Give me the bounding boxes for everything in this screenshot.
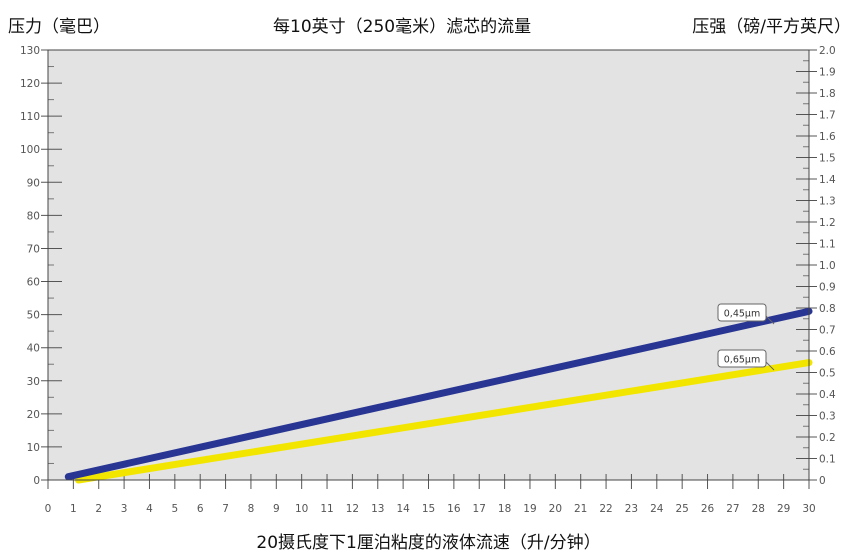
- x-tick-label: 8: [248, 503, 255, 515]
- x-tick-label: 6: [197, 503, 204, 515]
- plot-area: [48, 50, 809, 480]
- y-tick-label: 130: [20, 45, 40, 57]
- x-axis-label: 20摄氏度下1厘泊粘度的液体流速（升/分钟）: [256, 533, 601, 553]
- y-tick-label: 20: [27, 409, 40, 421]
- y2-tick-label: 1.1: [819, 239, 836, 251]
- y2-tick-label: 1.5: [819, 153, 836, 165]
- y-tick-label: 100: [20, 144, 40, 156]
- x-tick-label: 3: [121, 503, 128, 515]
- x-tick-label: 26: [701, 503, 715, 515]
- x-tick-label: 0: [45, 503, 52, 515]
- y2-tick-label: 1.0: [819, 260, 836, 272]
- left-axis-title: 压力（毫巴）: [8, 17, 110, 37]
- y2-tick-label: 0.6: [819, 346, 836, 358]
- x-tick-label: 13: [371, 503, 384, 515]
- y-tick-label: 120: [20, 78, 40, 90]
- y2-tick-label: 1.3: [819, 196, 836, 208]
- svg-text:0,45μm: 0,45μm: [724, 309, 760, 320]
- y2-tick-label: 1.4: [819, 174, 836, 186]
- y2-tick-label: 0.1: [819, 454, 836, 466]
- y2-tick-label: 1.8: [819, 88, 836, 100]
- y-tick-label: 80: [27, 210, 40, 222]
- y2-tick-label: 0.9: [819, 282, 836, 294]
- y-tick-label: 70: [27, 243, 40, 255]
- y2-tick-label: 0.4: [819, 389, 836, 401]
- x-tick-label: 16: [447, 503, 461, 515]
- x-tick-label: 12: [346, 503, 359, 515]
- x-tick-label: 2: [95, 503, 102, 515]
- x-tick-label: 10: [295, 503, 308, 515]
- y2-tick-label: 1.7: [819, 110, 836, 122]
- x-tick-label: 24: [650, 503, 664, 515]
- series-layer: 0,45μm 0,65μm: [64, 303, 813, 484]
- y2-tick-label: 0.8: [819, 303, 836, 315]
- x-tick-label: 30: [802, 503, 815, 515]
- x-tick-label: 15: [422, 503, 435, 515]
- series-label-045um: 0,45μm: [717, 303, 775, 325]
- series-line-045um: [64, 307, 813, 481]
- y-tick-label: 0: [33, 475, 40, 487]
- chart-title: 每10英寸（250毫米）滤芯的流量: [273, 17, 532, 37]
- plot-frame: [47, 49, 810, 481]
- y-tick-label: 40: [27, 343, 40, 355]
- x-tick-label: 27: [726, 503, 739, 515]
- x-tick-label: 20: [549, 503, 562, 515]
- y2-tick-label: 0.2: [819, 432, 836, 444]
- x-tick-label: 14: [396, 503, 410, 515]
- x-tick-label: 19: [523, 503, 536, 515]
- x-tick-label: 1: [70, 503, 77, 515]
- series-label-065um: 0,65μm: [717, 349, 775, 371]
- y2-tick-label: 1.9: [819, 67, 836, 79]
- x-tick-label: 9: [273, 503, 280, 515]
- y2-tick-label: 0: [819, 475, 826, 487]
- y-tick-label: 50: [27, 310, 40, 322]
- x-tick-label: 23: [625, 503, 638, 515]
- y2-tick-label: 0.5: [819, 368, 836, 380]
- x-tick-label: 7: [222, 503, 229, 515]
- x-tick-label: 21: [574, 503, 587, 515]
- x-tick-label: 18: [498, 503, 511, 515]
- x-tick-label: 4: [146, 503, 153, 515]
- y-tick-label: 10: [27, 442, 40, 454]
- x-tick-label: 28: [752, 503, 765, 515]
- y2-tick-label: 0.7: [819, 325, 836, 337]
- y2-tick-label: 0.3: [819, 411, 836, 423]
- svg-text:0,65μm: 0,65μm: [724, 355, 760, 366]
- x-axis: 0 1 2 3 4 5 6 7 8 9 10 11 12 13 14 15 16 17 18 19 20 21 22 23 24…: [45, 474, 816, 515]
- x-tick-label: 5: [171, 503, 178, 515]
- left-axis: 0 10 20 30 40 50 60 70 80 90 100 110 120 130: [20, 45, 62, 487]
- y2-tick-label: 1.2: [819, 217, 836, 229]
- y2-tick-label: 1.6: [819, 131, 836, 143]
- right-axis-title: 压强（磅/平方英尺）: [692, 17, 851, 37]
- x-tick-label: 17: [473, 503, 486, 515]
- x-tick-label: 29: [777, 503, 790, 515]
- y-tick-label: 30: [27, 376, 40, 388]
- y-tick-label: 60: [27, 277, 40, 289]
- series-line-065um: [74, 359, 813, 484]
- y-tick-label: 90: [27, 177, 40, 189]
- x-tick-label: 25: [675, 503, 688, 515]
- right-axis: 0 0.1 0.2 0.3 0.4 0.5 0.6 0.7 0.8 0.9 1.0 1.1 1.2 1.3…: [796, 45, 836, 487]
- x-tick-label: 11: [320, 503, 333, 515]
- y-tick-label: 110: [20, 111, 40, 123]
- x-tick-label: 22: [599, 503, 612, 515]
- y2-tick-label: 2.0: [819, 45, 836, 57]
